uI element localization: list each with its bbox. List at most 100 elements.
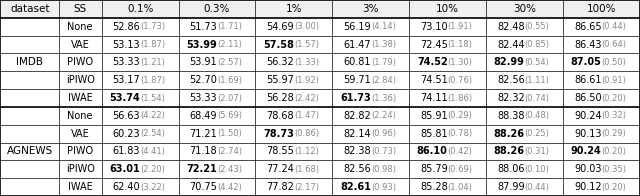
Text: 82.56: 82.56 <box>343 164 371 174</box>
Text: (0.98): (0.98) <box>371 165 396 174</box>
Text: dataset: dataset <box>10 4 49 14</box>
Text: (1.11): (1.11) <box>525 76 550 85</box>
Text: (0.29): (0.29) <box>602 129 627 138</box>
Text: 61.73: 61.73 <box>340 93 371 103</box>
Text: 86.50: 86.50 <box>574 93 602 103</box>
Text: (1.30): (1.30) <box>448 58 473 67</box>
Text: SS: SS <box>74 4 87 14</box>
Text: PIWO: PIWO <box>67 146 93 156</box>
Text: 1%: 1% <box>285 4 302 14</box>
Text: 53.91: 53.91 <box>189 57 217 67</box>
Text: 61.47: 61.47 <box>343 40 371 50</box>
Text: 90.24: 90.24 <box>574 111 602 121</box>
Text: (5.69): (5.69) <box>217 111 242 120</box>
Text: (0.85): (0.85) <box>525 40 550 49</box>
Text: 88.26: 88.26 <box>493 146 525 156</box>
Text: 88.38: 88.38 <box>497 111 525 121</box>
Text: 74.52: 74.52 <box>417 57 448 67</box>
Text: (0.10): (0.10) <box>525 165 550 174</box>
Text: (0.31): (0.31) <box>525 147 550 156</box>
Text: (0.20): (0.20) <box>602 93 627 103</box>
Text: 74.11: 74.11 <box>420 93 448 103</box>
Text: 62.40: 62.40 <box>113 182 140 192</box>
Text: (2.07): (2.07) <box>217 93 242 103</box>
Text: 57.58: 57.58 <box>263 40 294 50</box>
Text: (0.50): (0.50) <box>602 58 627 67</box>
Text: 86.43: 86.43 <box>574 40 602 50</box>
Text: (2.84): (2.84) <box>371 76 396 85</box>
Text: 85.79: 85.79 <box>420 164 448 174</box>
Text: (0.54): (0.54) <box>525 58 550 67</box>
Text: 0.1%: 0.1% <box>127 4 153 14</box>
Text: VAE: VAE <box>71 40 90 50</box>
Text: (4.41): (4.41) <box>140 147 165 156</box>
Text: 85.81: 85.81 <box>420 129 448 139</box>
Text: (0.86): (0.86) <box>294 129 319 138</box>
Text: (0.76): (0.76) <box>448 76 473 85</box>
Text: (2.54): (2.54) <box>140 129 165 138</box>
Text: (2.57): (2.57) <box>217 58 242 67</box>
Text: 56.19: 56.19 <box>343 22 371 32</box>
Text: 82.32: 82.32 <box>497 93 525 103</box>
Text: 68.49: 68.49 <box>189 111 217 121</box>
Text: 53.33: 53.33 <box>189 93 217 103</box>
Text: 56.63: 56.63 <box>113 111 140 121</box>
Text: (1.79): (1.79) <box>371 58 396 67</box>
Text: (0.74): (0.74) <box>525 93 550 103</box>
Text: 77.24: 77.24 <box>266 164 294 174</box>
Text: 59.71: 59.71 <box>343 75 371 85</box>
Text: (0.35): (0.35) <box>602 165 627 174</box>
Text: (2.24): (2.24) <box>371 111 396 120</box>
Text: 63.01: 63.01 <box>109 164 140 174</box>
Text: 87.05: 87.05 <box>571 57 602 67</box>
Text: (0.44): (0.44) <box>525 183 550 192</box>
Text: 88.26: 88.26 <box>493 129 525 139</box>
Text: (3.00): (3.00) <box>294 22 319 31</box>
Text: (1.87): (1.87) <box>140 40 165 49</box>
Text: (2.74): (2.74) <box>217 147 242 156</box>
Text: 77.82: 77.82 <box>266 182 294 192</box>
Text: 72.45: 72.45 <box>420 40 448 50</box>
Text: 53.13: 53.13 <box>113 40 140 50</box>
Text: (1.33): (1.33) <box>294 58 319 67</box>
Text: 72.21: 72.21 <box>186 164 217 174</box>
Text: (1.18): (1.18) <box>448 40 473 49</box>
Text: iPIWO: iPIWO <box>66 164 95 174</box>
Text: (2.20): (2.20) <box>140 165 165 174</box>
Text: 78.55: 78.55 <box>266 146 294 156</box>
Text: (3.22): (3.22) <box>140 183 165 192</box>
Text: AGNEWS: AGNEWS <box>6 146 53 156</box>
Text: (4.42): (4.42) <box>217 183 242 192</box>
Text: (0.48): (0.48) <box>525 111 550 120</box>
Text: 73.10: 73.10 <box>420 22 448 32</box>
Text: 51.73: 51.73 <box>189 22 217 32</box>
Text: 56.32: 56.32 <box>266 57 294 67</box>
Text: 60.81: 60.81 <box>343 57 371 67</box>
Text: 78.68: 78.68 <box>266 111 294 121</box>
Text: iPIWO: iPIWO <box>66 75 95 85</box>
Text: (1.71): (1.71) <box>217 22 242 31</box>
Text: (0.69): (0.69) <box>448 165 473 174</box>
Text: 86.61: 86.61 <box>574 75 602 85</box>
Text: (1.91): (1.91) <box>448 22 472 31</box>
Text: (1.86): (1.86) <box>448 93 473 103</box>
Text: (1.04): (1.04) <box>448 183 472 192</box>
Text: (1.36): (1.36) <box>371 93 396 103</box>
Text: (1.50): (1.50) <box>217 129 242 138</box>
Text: 52.70: 52.70 <box>189 75 217 85</box>
Text: 82.48: 82.48 <box>497 22 525 32</box>
Text: (1.87): (1.87) <box>140 76 165 85</box>
Text: 82.38: 82.38 <box>343 146 371 156</box>
Text: (1.38): (1.38) <box>371 40 396 49</box>
Text: 82.56: 82.56 <box>497 75 525 85</box>
Text: 88.06: 88.06 <box>497 164 525 174</box>
Text: 78.73: 78.73 <box>263 129 294 139</box>
Text: 53.33: 53.33 <box>113 57 140 67</box>
Text: (1.54): (1.54) <box>140 93 165 103</box>
Text: (2.17): (2.17) <box>294 183 319 192</box>
Text: 82.44: 82.44 <box>497 40 525 50</box>
Text: (0.29): (0.29) <box>448 111 472 120</box>
Text: 0.3%: 0.3% <box>204 4 230 14</box>
Text: 54.69: 54.69 <box>266 22 294 32</box>
Text: 82.82: 82.82 <box>343 111 371 121</box>
